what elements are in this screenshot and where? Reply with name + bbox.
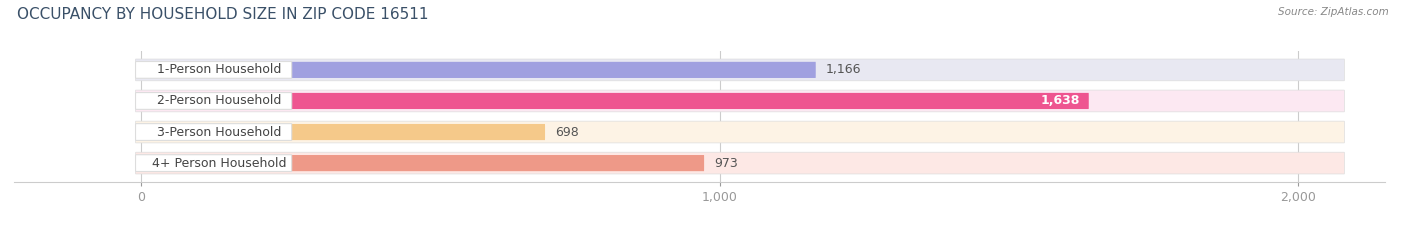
Text: 973: 973	[714, 157, 738, 170]
FancyBboxPatch shape	[142, 124, 546, 140]
Text: OCCUPANCY BY HOUSEHOLD SIZE IN ZIP CODE 16511: OCCUPANCY BY HOUSEHOLD SIZE IN ZIP CODE …	[17, 7, 429, 22]
FancyBboxPatch shape	[135, 155, 291, 171]
FancyBboxPatch shape	[142, 93, 1088, 109]
FancyBboxPatch shape	[135, 124, 291, 140]
Text: 4+ Person Household: 4+ Person Household	[152, 157, 287, 170]
FancyBboxPatch shape	[135, 59, 1344, 81]
Text: 698: 698	[555, 126, 579, 139]
FancyBboxPatch shape	[135, 121, 1344, 143]
Text: 1,166: 1,166	[827, 63, 862, 76]
FancyBboxPatch shape	[135, 62, 291, 78]
Text: 2-Person Household: 2-Person Household	[157, 94, 281, 107]
Text: 1-Person Household: 1-Person Household	[157, 63, 281, 76]
Text: Source: ZipAtlas.com: Source: ZipAtlas.com	[1278, 7, 1389, 17]
FancyBboxPatch shape	[142, 62, 815, 78]
Text: 3-Person Household: 3-Person Household	[157, 126, 281, 139]
Text: 1,638: 1,638	[1040, 94, 1080, 107]
FancyBboxPatch shape	[135, 152, 1344, 174]
FancyBboxPatch shape	[142, 155, 704, 171]
FancyBboxPatch shape	[135, 90, 1344, 112]
FancyBboxPatch shape	[135, 93, 291, 109]
